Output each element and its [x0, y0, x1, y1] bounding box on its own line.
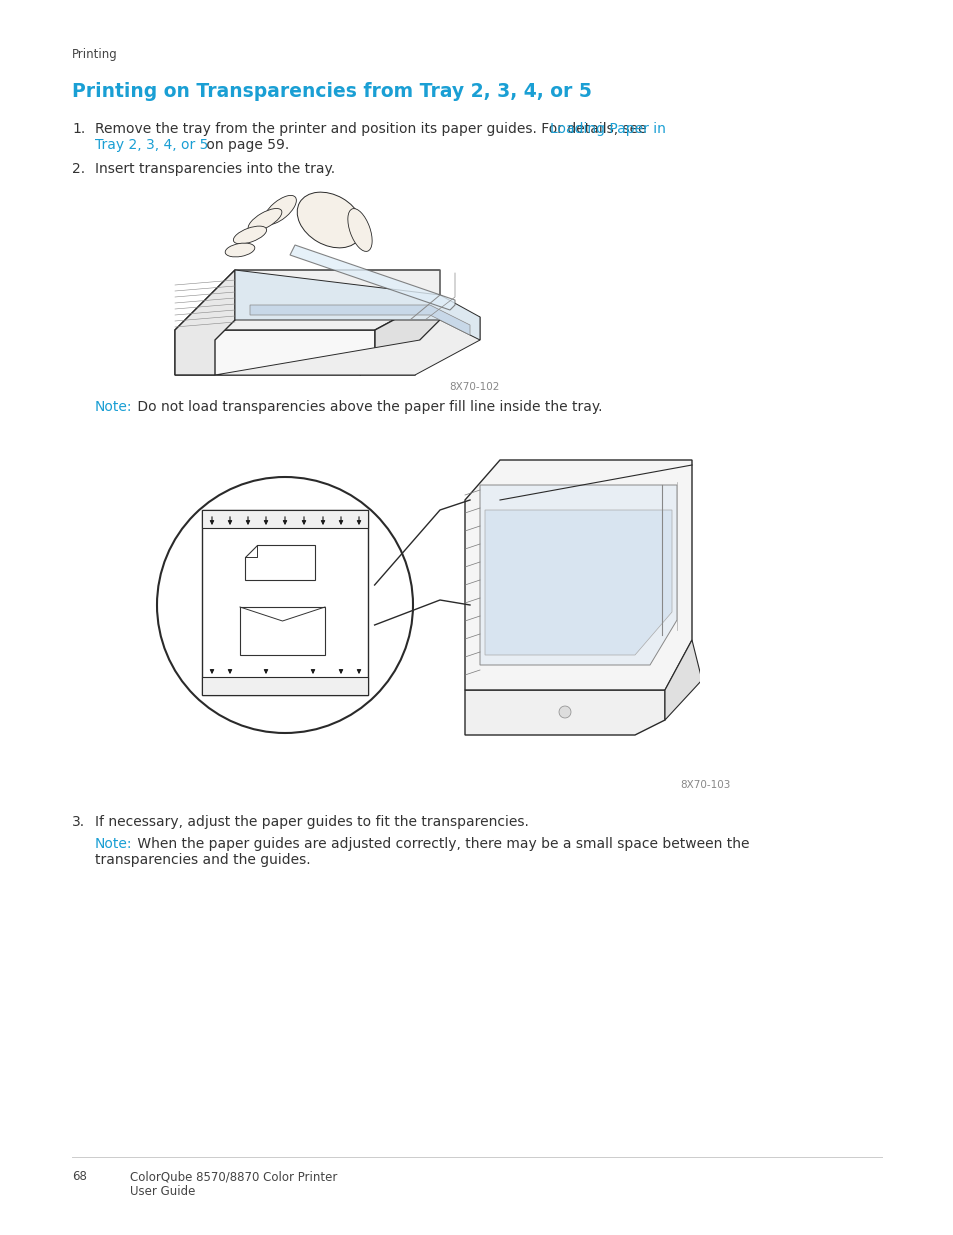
Polygon shape — [664, 640, 701, 720]
Text: If necessary, adjust the paper guides to fit the transparencies.: If necessary, adjust the paper guides to… — [95, 815, 528, 829]
Text: 68: 68 — [71, 1170, 87, 1183]
Polygon shape — [464, 690, 664, 735]
Polygon shape — [464, 459, 691, 690]
Circle shape — [558, 706, 571, 718]
Bar — [202, 510, 368, 529]
Polygon shape — [479, 485, 677, 664]
Bar — [202, 677, 368, 695]
Ellipse shape — [263, 195, 296, 225]
Bar — [202, 510, 368, 695]
Text: User Guide: User Guide — [130, 1186, 195, 1198]
Text: Note:: Note: — [95, 837, 132, 851]
Text: Loading Paper in: Loading Paper in — [550, 122, 665, 136]
Text: ColorQube 8570/8870 Color Printer: ColorQube 8570/8870 Color Printer — [130, 1170, 337, 1183]
Ellipse shape — [297, 193, 362, 248]
Text: on page 59.: on page 59. — [202, 138, 289, 152]
Polygon shape — [214, 317, 479, 375]
Polygon shape — [234, 270, 479, 340]
Text: Remove the tray from the printer and position its paper guides. For details, see: Remove the tray from the printer and pos… — [95, 122, 650, 136]
Text: Printing: Printing — [71, 48, 117, 61]
Text: 8X70-102: 8X70-102 — [449, 382, 499, 391]
Polygon shape — [484, 510, 671, 655]
Text: Insert transparencies into the tray.: Insert transparencies into the tray. — [95, 162, 335, 177]
Text: transparencies and the guides.: transparencies and the guides. — [95, 853, 311, 867]
Text: 2.: 2. — [71, 162, 85, 177]
Text: 3.: 3. — [71, 815, 85, 829]
Polygon shape — [359, 295, 439, 375]
Ellipse shape — [248, 209, 281, 231]
Text: Do not load transparencies above the paper fill line inside the tray.: Do not load transparencies above the pap… — [132, 400, 602, 414]
Text: 1.: 1. — [71, 122, 85, 136]
Polygon shape — [174, 270, 234, 375]
Polygon shape — [245, 545, 314, 580]
Text: Printing on Transparencies from Tray 2, 3, 4, or 5: Printing on Transparencies from Tray 2, … — [71, 82, 591, 101]
Bar — [240, 606, 325, 655]
Text: Note:: Note: — [95, 400, 132, 414]
Ellipse shape — [348, 209, 372, 252]
Text: When the paper guides are adjusted correctly, there may be a small space between: When the paper guides are adjusted corre… — [132, 837, 749, 851]
Text: Tray 2, 3, 4, or 5: Tray 2, 3, 4, or 5 — [95, 138, 208, 152]
Ellipse shape — [233, 226, 266, 243]
Text: 8X70-103: 8X70-103 — [679, 781, 730, 790]
Polygon shape — [174, 330, 375, 375]
Ellipse shape — [225, 243, 254, 257]
Polygon shape — [250, 305, 470, 335]
Polygon shape — [290, 245, 455, 310]
Polygon shape — [174, 270, 439, 330]
